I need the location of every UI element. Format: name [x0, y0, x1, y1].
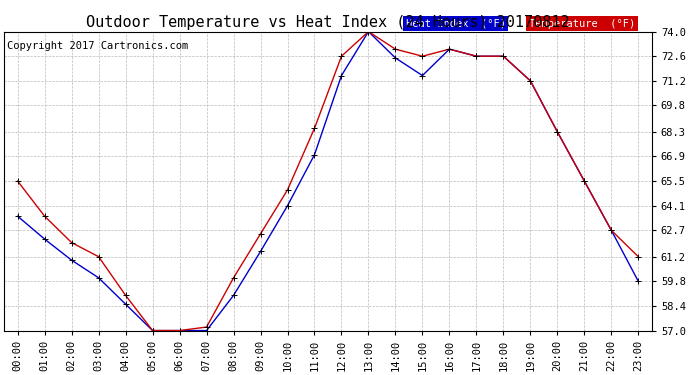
- Title: Outdoor Temperature vs Heat Index (24 Hours) 20170812: Outdoor Temperature vs Heat Index (24 Ho…: [86, 15, 570, 30]
- Text: Copyright 2017 Cartronics.com: Copyright 2017 Cartronics.com: [8, 40, 188, 51]
- Text: Temperature  (°F): Temperature (°F): [529, 19, 635, 28]
- Text: Heat Index  (°F): Heat Index (°F): [406, 19, 506, 28]
